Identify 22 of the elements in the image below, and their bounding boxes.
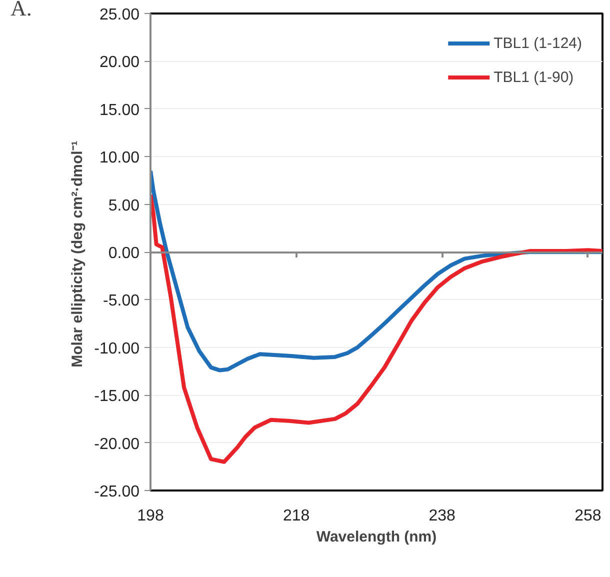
x-axis-title: Wavelength (nm)	[316, 528, 437, 546]
x-tick-label: 218	[282, 508, 310, 524]
y-axis-title: Molar ellipticity (deg cm²·dmol⁻¹	[69, 140, 86, 368]
y-tick-label: 15.00	[99, 102, 140, 119]
y-tick-label: -20.00	[94, 436, 140, 453]
legend-label: TBL1 (1-90)	[494, 68, 574, 86]
y-tick-label: -15.00	[94, 388, 140, 406]
x-tick-label: 238	[428, 508, 456, 524]
y-tick-label: -5.00	[103, 292, 140, 310]
y-tick-label: -25.00	[94, 484, 140, 500]
y-tick-label: 0.00	[108, 245, 140, 262]
line-series	[150, 168, 602, 372]
line-series	[150, 192, 602, 464]
x-tick-label: 258	[574, 508, 602, 524]
text: A.	[10, 0, 32, 20]
y-tick-label: 10.00	[99, 150, 140, 167]
y-tick-label: -10.00	[94, 340, 140, 358]
x-tick-label: 198	[137, 508, 164, 524]
y-tick-label: 20.00	[99, 54, 140, 72]
y-tick-label: 25.00	[99, 6, 140, 24]
legend-label: TBL1 (1-124)	[494, 34, 582, 52]
y-tick-label: 5.00	[108, 197, 140, 214]
